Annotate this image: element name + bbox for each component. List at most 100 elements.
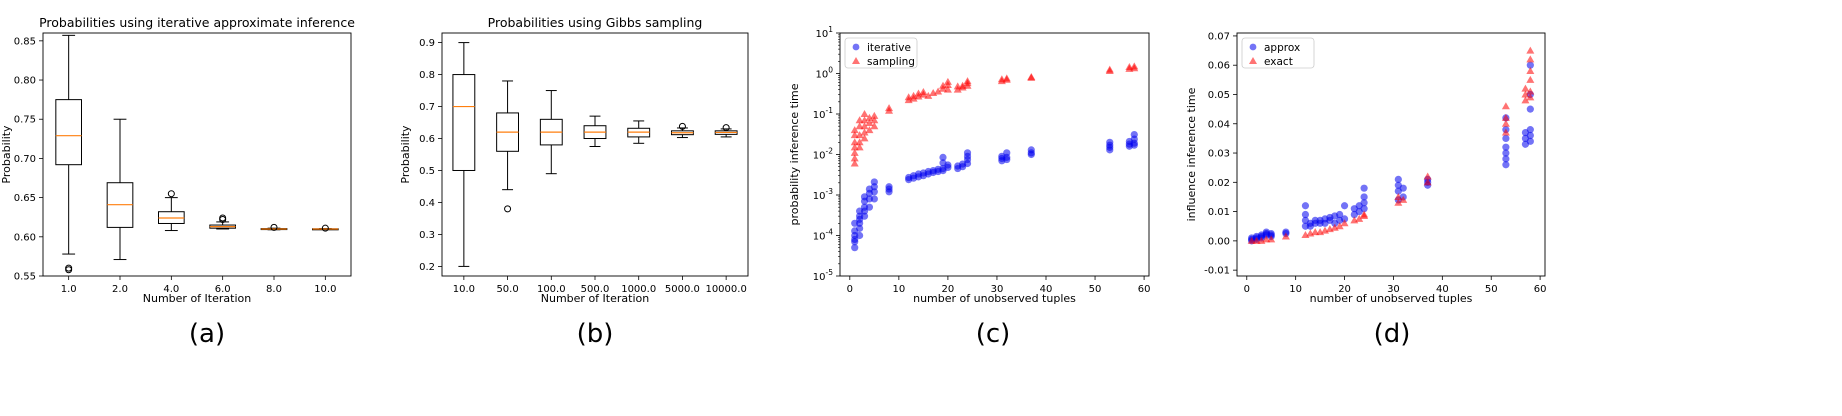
data-point-approx	[1399, 184, 1407, 192]
data-point-sampling	[860, 122, 869, 130]
data-point-sampling	[865, 118, 874, 126]
y-tick-label: 0.06	[1208, 61, 1230, 72]
x-axis-label: Number of Iteration	[541, 292, 649, 305]
outlier-point	[65, 266, 73, 274]
y-tick-label: 0.05	[1208, 90, 1230, 101]
y-tick-label: 10-5	[813, 268, 833, 283]
series-exact	[1247, 46, 1535, 244]
box-body	[55, 99, 82, 166]
chart-title: Probabilities using iterative approximat…	[39, 15, 355, 30]
outlier-point	[678, 122, 686, 130]
legend-marker-approx	[1249, 43, 1257, 51]
outlier-point	[722, 124, 730, 132]
x-tick-label: 40	[1040, 284, 1053, 295]
data-point-approx	[1502, 134, 1510, 142]
data-point-exact	[1340, 219, 1349, 227]
legend-box	[1241, 37, 1315, 69]
data-point-exact	[1526, 46, 1535, 54]
x-tick-label: 8.0	[266, 284, 282, 295]
y-tick-label: 10-2	[813, 147, 833, 162]
data-point-approx	[1394, 175, 1402, 183]
data-point-sampling	[1105, 65, 1114, 73]
data-point-approx	[1301, 202, 1310, 210]
data-point-exact	[1526, 75, 1535, 83]
axes-frame	[42, 32, 352, 277]
data-point-approx	[1360, 193, 1368, 201]
box-6.0	[209, 214, 236, 230]
data-point-iterative	[939, 153, 947, 161]
x-tick-label: 4.0	[163, 284, 179, 295]
x-tick-label: 2.0	[112, 284, 128, 295]
legend-label-approx: approx	[1264, 42, 1300, 54]
y-tick-label: 0.75	[14, 115, 36, 126]
y-tick-label: 0.7	[419, 102, 435, 113]
data-point-exact	[1394, 198, 1403, 206]
data-point-sampling	[870, 111, 879, 119]
x-tick-label: 500.0	[581, 284, 610, 295]
data-point-iterative	[1027, 146, 1035, 154]
data-point-iterative	[856, 231, 864, 240]
x-tick-label: 10.0	[453, 284, 475, 295]
panel-label: (a)	[189, 319, 225, 349]
data-point-exact	[1501, 119, 1510, 127]
y-tick-label: 0.9	[419, 38, 435, 49]
data-point-exact	[1399, 195, 1408, 203]
y-tick-label: 0.03	[1208, 149, 1230, 160]
x-tick-label: 6.0	[215, 284, 231, 295]
data-point-exact	[1423, 172, 1432, 180]
data-point-approx	[1526, 105, 1534, 113]
y-tick-label: -0.01	[1204, 266, 1230, 277]
y-tick-label: 0.3	[419, 230, 435, 241]
data-point-iterative	[856, 224, 864, 232]
data-point-sampling	[963, 77, 972, 85]
y-tick-label: 0.00	[1208, 236, 1230, 247]
data-point-exact	[1526, 55, 1535, 63]
axes-frame	[441, 32, 749, 277]
data-point-approx	[1526, 137, 1534, 145]
x-tick-label: 60	[1138, 284, 1151, 295]
data-point-iterative	[1130, 130, 1138, 139]
data-point-exact	[1355, 214, 1364, 222]
data-point-sampling	[943, 85, 952, 93]
data-point-iterative	[851, 244, 859, 252]
box-4.0	[158, 190, 185, 232]
data-point-iterative	[860, 207, 869, 215]
y-tick-label: 10-3	[813, 187, 833, 202]
data-point-iterative	[963, 149, 972, 157]
data-point-iterative	[870, 178, 878, 186]
data-point-sampling	[865, 113, 874, 121]
x-axis-label: number of unobserved tuples	[913, 292, 1076, 305]
data-point-iterative	[870, 188, 878, 196]
data-point-exact	[1501, 128, 1510, 136]
data-point-iterative	[870, 195, 878, 203]
y-tick-label: 0.07	[1208, 31, 1230, 42]
chart-panel-3: -0.01 0.00 0.01 0.02 0.03 0.04 0.05 0.06 0.07 0 10…	[1185, 31, 1546, 349]
series-sampling	[850, 62, 1139, 167]
data-point-exact	[1267, 235, 1276, 243]
y-axis-label: probability inference time	[788, 83, 801, 225]
data-point-sampling	[855, 138, 864, 146]
data-point-sampling	[860, 116, 869, 124]
x-tick-label: 30	[1387, 284, 1400, 295]
y-tick-label: 0.4	[419, 198, 435, 209]
box-2.0	[106, 118, 134, 261]
data-point-iterative	[1106, 138, 1114, 146]
x-tick-label: 10000.0	[705, 284, 746, 295]
data-point-sampling	[860, 128, 869, 136]
data-point-approx	[1502, 161, 1510, 169]
data-point-approx	[1502, 143, 1510, 151]
legend-marker-iterative	[852, 43, 860, 51]
data-point-sampling	[1130, 62, 1139, 70]
box-50.0	[496, 80, 519, 213]
data-point-sampling	[860, 110, 869, 117]
data-point-sampling	[860, 134, 869, 142]
x-tick-label: 10.0	[314, 284, 336, 295]
x-tick-label: 50	[1089, 284, 1102, 295]
chart-panel-1: Probabilities using Gibbs sampling 0.2 0.3…	[399, 15, 749, 349]
data-point-sampling	[909, 91, 918, 99]
data-point-sampling	[850, 126, 859, 134]
data-point-approx	[1360, 184, 1368, 192]
x-axis-label: number of unobserved tuples	[1310, 292, 1473, 305]
y-tick-label: 0.8	[419, 70, 435, 81]
